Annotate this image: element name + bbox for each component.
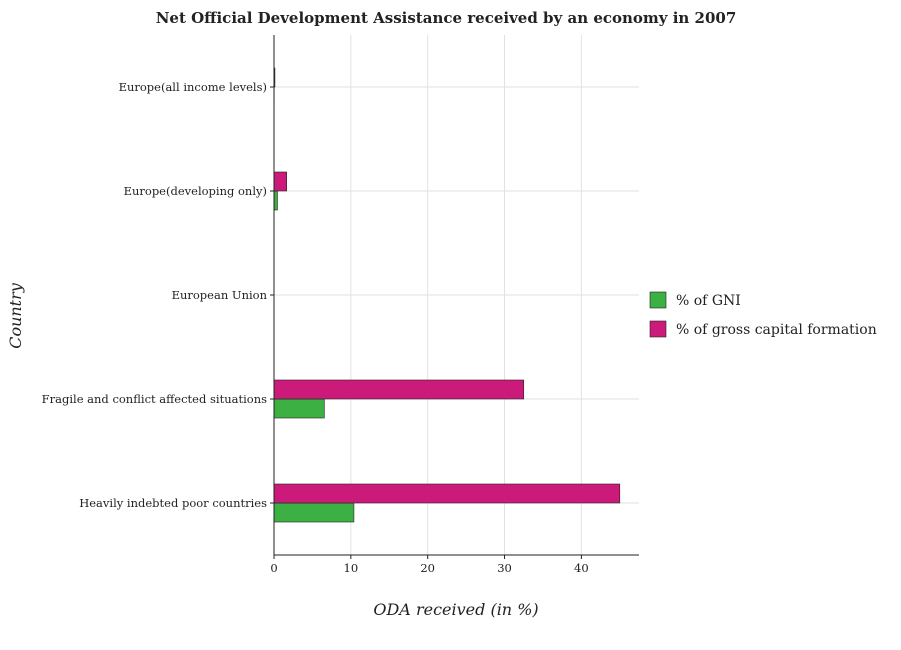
y-axis-label: Country [6, 282, 25, 349]
x-axis-label: ODA received (in %) [373, 600, 538, 619]
bar-gross-capital-formation [273, 379, 525, 400]
y-tick-label: Europe(developing only) [124, 184, 267, 198]
y-tick-label: Europe(all income levels) [119, 80, 267, 94]
bar-gni [273, 398, 325, 419]
bar-gni [273, 190, 278, 211]
x-tick-labels: 0 10 20 30 40 [270, 555, 589, 575]
chart-title: Net Official Development Assistance rece… [156, 9, 737, 27]
x-tick-label: 20 [420, 561, 435, 575]
grid [273, 35, 639, 555]
x-tick-label: 40 [574, 561, 589, 575]
legend-label: % of GNI [676, 293, 741, 309]
legend-label: % of gross capital formation [676, 322, 877, 338]
legend-swatch [649, 291, 667, 309]
legend-swatch [649, 320, 667, 338]
y-tick-labels: Europe(all income levels) Europe(developi… [42, 80, 274, 510]
y-tick-label: European Union [172, 288, 268, 302]
bar-gross-capital-formation [273, 483, 621, 504]
x-tick-label: 30 [497, 561, 512, 575]
bar-gni [273, 502, 355, 523]
y-tick-label: Heavily indebted poor countries [79, 496, 267, 510]
bar-gross-capital-formation [273, 171, 287, 192]
y-tick-label: Fragile and conflict affected situations [42, 392, 267, 406]
legend: % of GNI % of gross capital formation [649, 291, 877, 338]
x-tick-label: 10 [344, 561, 359, 575]
x-tick-label: 0 [270, 561, 277, 575]
